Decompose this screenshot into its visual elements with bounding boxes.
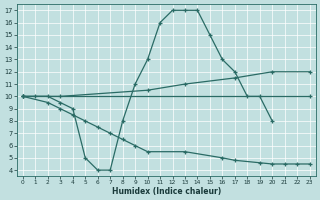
X-axis label: Humidex (Indice chaleur): Humidex (Indice chaleur) bbox=[112, 187, 221, 196]
